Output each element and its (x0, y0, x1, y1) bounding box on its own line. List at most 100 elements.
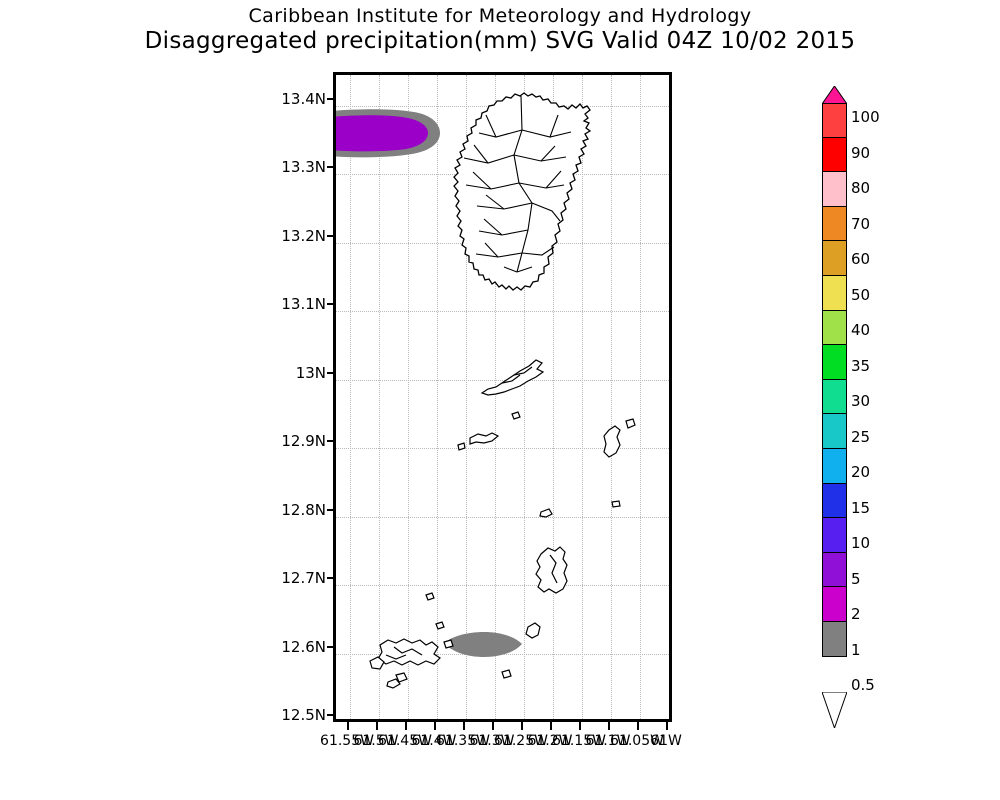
x-axis-label: 61.5W (353, 733, 399, 749)
colorbar-tick-label: 50 (851, 286, 871, 304)
gridline-vertical (495, 75, 497, 719)
saint-vincent-outline (453, 92, 592, 291)
island-bequia-detail (501, 374, 521, 384)
coastline-grenadines (386, 359, 636, 689)
y-axis-label: 13.1N (281, 295, 326, 313)
colorbar-cell (822, 448, 847, 484)
x-axis-label: 61.2W (527, 733, 573, 749)
colorbar-tick-label: 25 (851, 428, 871, 446)
colorbar-under-arrow (822, 692, 847, 728)
x-axis-label: 61.4W (411, 733, 457, 749)
x-axis-tick (550, 722, 552, 730)
x-axis-tick (579, 722, 581, 730)
x-axis-tick (608, 722, 610, 730)
colorbar-cell (822, 275, 847, 311)
gridline-horizontal (336, 311, 669, 313)
island-isle-a-quatre (469, 432, 500, 445)
x-axis-label: 61.1W (585, 733, 631, 749)
colorbar-cell (822, 310, 847, 346)
saint-vincent-internal-boundary (472, 171, 492, 190)
y-axis-tick (327, 509, 334, 511)
colorbar-tick-label: 1 (851, 641, 861, 659)
x-axis-tick (666, 722, 668, 730)
x-axis-label: 61W (650, 733, 682, 749)
island-petit-saint-vincent (369, 656, 385, 670)
gridline-horizontal (336, 448, 669, 450)
gridline-vertical (379, 75, 381, 719)
saint-vincent-internal-boundary (483, 218, 503, 236)
y-axis-tick (327, 303, 334, 305)
island-mustique (603, 425, 621, 458)
island-bequia (480, 359, 545, 396)
colorbar-cell (822, 483, 847, 519)
institute-title: Caribbean Institute for Meteorology and … (248, 5, 752, 27)
island-petit-nevis (511, 411, 521, 420)
colorbar-tick-label: 40 (851, 321, 871, 339)
colorbar-cell (822, 414, 847, 449)
colorbar-cell (822, 206, 847, 242)
island-union-islet (386, 678, 401, 689)
colorbar-tick-label: 80 (851, 179, 871, 197)
gridline-horizontal (336, 380, 669, 382)
island-bequia-detail (513, 366, 533, 376)
colorbar-cell (822, 345, 847, 380)
colorbar-tick-label: 100 (851, 108, 880, 126)
colorbar-tick-label: 5 (851, 570, 861, 588)
island-mopion (435, 621, 445, 630)
island-canouan-detail (549, 554, 558, 584)
y-axis-label: 12.7N (281, 569, 326, 587)
map-canvas (336, 75, 669, 719)
colorbar-tick-label: 30 (851, 392, 871, 410)
colorbar-cell (822, 241, 847, 276)
x-axis-tick (521, 722, 523, 730)
saint-vincent-internal-boundary (545, 170, 562, 189)
island-savan (539, 508, 553, 518)
y-axis-label: 13N (295, 364, 326, 382)
island-tobago-cays (443, 639, 454, 649)
island-canouan (535, 546, 568, 594)
colorbar-cell (822, 621, 847, 657)
y-axis-label: 12.5N (281, 706, 326, 724)
island-mayreau (525, 622, 541, 639)
colorbar-tick-label: 70 (851, 215, 871, 233)
precip-contour-south (444, 632, 522, 657)
x-axis-label: 61.45W (378, 733, 432, 749)
gridline-vertical (350, 75, 352, 719)
y-axis-tick (327, 98, 334, 100)
x-axis-label: 61.05W (610, 733, 664, 749)
y-axis-label: 13.4N (281, 90, 326, 108)
x-axis-tick (405, 722, 407, 730)
island-union-detail (393, 646, 423, 656)
island-mustique-islet (625, 418, 636, 429)
colorbar-tick-label: 90 (851, 144, 871, 162)
saint-vincent-internal-boundary (485, 114, 497, 138)
y-axis-label: 12.6N (281, 638, 326, 656)
saint-vincent-internal-boundary (516, 202, 533, 273)
gridline-horizontal (336, 585, 669, 587)
colorbar-cell (822, 137, 847, 173)
saint-vincent-internal-boundary (549, 114, 559, 138)
x-axis-tick (463, 722, 465, 730)
colorbar-tick-label: 60 (851, 250, 871, 268)
island-union-small (501, 669, 512, 679)
x-axis-label: 61.55W (320, 733, 374, 749)
map-plot-area[interactable] (333, 72, 672, 722)
y-axis-tick (327, 372, 334, 374)
colorbar-tick-label: 2 (851, 605, 861, 623)
gridline-vertical (640, 75, 642, 719)
gridline-vertical (553, 75, 555, 719)
y-axis-label: 13.2N (281, 227, 326, 245)
colorbar-tick-label: 0.5 (851, 676, 875, 694)
x-axis-tick (637, 722, 639, 730)
gridline-horizontal (336, 517, 669, 519)
colorbar-tick-label: 15 (851, 499, 871, 517)
x-axis-tick (376, 722, 378, 730)
colorbar-cell (822, 172, 847, 207)
colorbar-cell (822, 587, 847, 622)
y-axis-tick (327, 714, 334, 716)
island-union-detail (385, 654, 407, 660)
y-axis-label: 12.8N (281, 501, 326, 519)
coastline-saint-vincent (453, 92, 592, 291)
x-axis-tick (347, 722, 349, 730)
gridline-vertical (611, 75, 613, 719)
